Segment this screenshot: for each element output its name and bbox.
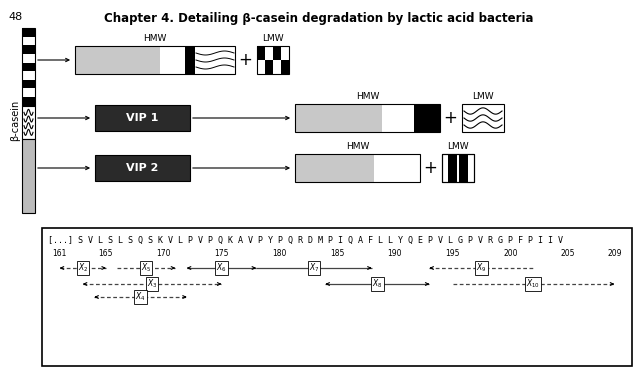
Bar — [22, 28, 35, 37]
Text: 180: 180 — [272, 249, 286, 258]
Text: [...] S V L S L S Q S K V L P V P Q K A V P Y P Q R D M P I Q A F L L Y Q E P V : [...] S V L S L S Q S K V L P V P Q K A … — [48, 236, 563, 245]
Bar — [75, 46, 160, 74]
Bar — [22, 54, 35, 62]
Text: $X_{4}$: $X_{4}$ — [135, 291, 146, 303]
Text: HMW: HMW — [356, 92, 379, 101]
Bar — [462, 104, 504, 132]
Text: 175: 175 — [214, 249, 229, 258]
Bar — [22, 28, 35, 106]
Text: HMW: HMW — [143, 34, 167, 43]
Bar — [22, 139, 35, 213]
Text: 209: 209 — [607, 249, 622, 258]
Bar — [295, 154, 374, 182]
Text: LMW: LMW — [447, 142, 469, 151]
Text: $X_{8}$: $X_{8}$ — [372, 278, 383, 290]
Bar — [448, 154, 457, 182]
Bar — [442, 154, 474, 182]
Text: $X_{9}$: $X_{9}$ — [476, 262, 487, 274]
Text: $X_{{10}}$: $X_{{10}}$ — [527, 278, 541, 290]
Bar — [257, 46, 265, 60]
Text: 205: 205 — [561, 249, 575, 258]
Text: VIP 1: VIP 1 — [127, 113, 158, 123]
Bar — [382, 104, 414, 132]
Text: $X_{5}$: $X_{5}$ — [141, 262, 151, 274]
Text: 170: 170 — [157, 249, 171, 258]
Text: $X_{3}$: $X_{3}$ — [147, 278, 157, 290]
Text: $X_{2}$: $X_{2}$ — [77, 262, 88, 274]
Bar — [185, 46, 195, 74]
Bar — [195, 46, 235, 74]
Bar — [95, 105, 190, 131]
Bar — [265, 46, 273, 60]
Bar — [442, 154, 474, 182]
Text: 161: 161 — [52, 249, 67, 258]
Text: LMW: LMW — [472, 92, 494, 101]
Bar — [75, 46, 235, 74]
Bar — [22, 45, 35, 54]
Bar — [281, 60, 289, 74]
Bar — [374, 154, 420, 182]
Bar — [22, 97, 35, 106]
Bar — [265, 60, 273, 74]
Text: $X_{7}$: $X_{7}$ — [309, 262, 319, 274]
Bar — [22, 37, 35, 45]
Bar — [22, 80, 35, 88]
Text: $X_{6}$: $X_{6}$ — [216, 262, 227, 274]
Bar — [257, 60, 265, 74]
Text: Chapter 4. Detailing β-casein degradation by lactic acid bacteria: Chapter 4. Detailing β-casein degradatio… — [104, 12, 534, 25]
Text: 185: 185 — [330, 249, 344, 258]
Bar — [414, 104, 422, 132]
Bar — [273, 60, 281, 74]
Text: LMW: LMW — [262, 34, 284, 43]
Bar — [459, 154, 468, 182]
Text: 200: 200 — [503, 249, 518, 258]
Text: β-casein: β-casein — [10, 100, 20, 141]
Bar — [295, 104, 382, 132]
Bar — [22, 88, 35, 97]
Bar — [295, 154, 420, 182]
Text: 165: 165 — [98, 249, 113, 258]
Bar — [295, 104, 440, 132]
Bar — [22, 62, 35, 71]
Bar — [273, 46, 281, 60]
Text: 190: 190 — [387, 249, 402, 258]
Bar — [257, 46, 289, 74]
Bar — [422, 104, 440, 132]
Text: 48: 48 — [8, 12, 22, 22]
Bar — [95, 155, 190, 181]
Text: +: + — [423, 159, 437, 177]
Text: VIP 2: VIP 2 — [127, 163, 158, 173]
Text: +: + — [238, 51, 252, 69]
Text: +: + — [443, 109, 457, 127]
Bar — [42, 228, 632, 366]
Bar — [22, 106, 35, 139]
Text: HMW: HMW — [346, 142, 369, 151]
Text: 195: 195 — [445, 249, 460, 258]
Bar — [22, 71, 35, 80]
Bar — [160, 46, 185, 74]
Bar — [281, 46, 289, 60]
